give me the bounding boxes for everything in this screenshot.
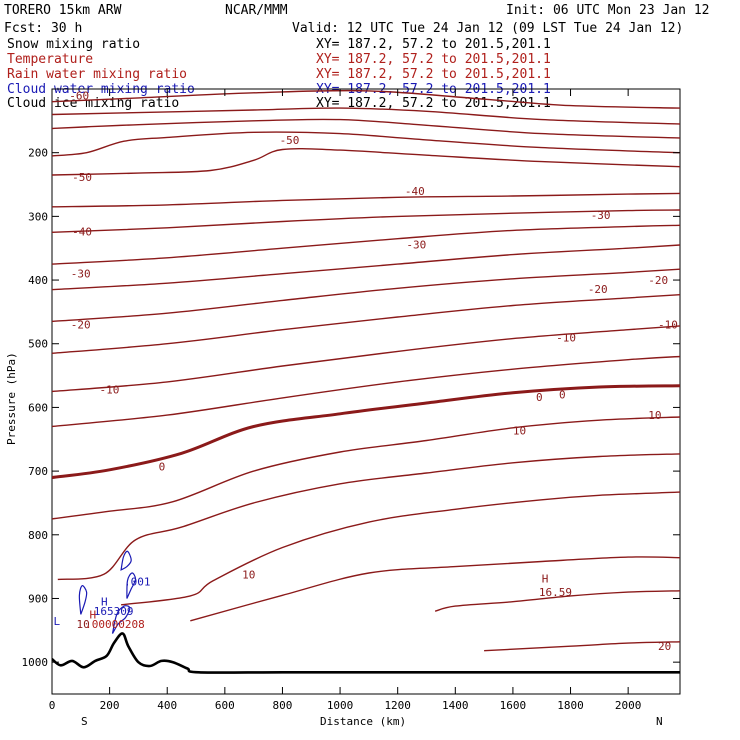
y-tick-label-700: 700 xyxy=(28,465,48,478)
contour-label-1: -50 xyxy=(280,134,300,147)
contour-label-5: -30 xyxy=(406,238,426,251)
contour-label-11: -10 xyxy=(556,331,576,344)
x-tick-label-0: 0 xyxy=(49,699,56,712)
legend-name-snow: Snow mixing ratio xyxy=(7,37,140,52)
axes: 0 200 400 600 800 1000 1200 1400 1600 1800 2000200… xyxy=(22,89,680,712)
plot-frame xyxy=(51,88,681,695)
x-tick-label-600: 600 xyxy=(215,699,235,712)
temperature-contour-m60-2 xyxy=(52,118,680,139)
legend-section-temperature: XY= 187.2, 57.2 to 201.5,201.1 xyxy=(316,52,551,67)
temperature-contour-m20-10 xyxy=(52,294,680,354)
contour-label-18: 10 xyxy=(648,409,661,422)
contour-label-21: 20 xyxy=(658,640,671,653)
x-tick-label-800: 800 xyxy=(273,699,293,712)
temperature-contour-m20-9 xyxy=(52,268,680,323)
contour-label-layer: -60 -50 -50 -40 -40 -30 -30 -30 -20 -20 -20 -10 -10 -… xyxy=(53,89,677,653)
y-axis-title: Pressure (hPa) xyxy=(5,352,18,445)
x-tick-label-200: 200 xyxy=(100,699,120,712)
legend-section-snow: XY= 187.2, 57.2 to 201.5,201.1 xyxy=(316,37,551,52)
contour-label-3: -40 xyxy=(405,185,425,198)
y-tick-label-300: 300 xyxy=(28,210,48,223)
init-time: Init: 06 UTC Mon 23 Jan 12 xyxy=(506,3,710,18)
cloud-water-contour-2 xyxy=(126,572,137,599)
x-tick-label-2000: 2000 xyxy=(615,699,642,712)
temperature-contour-20-19 xyxy=(484,641,680,652)
temperature-contour-m10-12 xyxy=(52,355,680,428)
extremum-annotation-6: .00000208 xyxy=(85,618,145,631)
temperature-contour-10-17 xyxy=(190,556,680,622)
y-tick-label-900: 900 xyxy=(28,592,48,605)
legend-name-cloud-ice: Cloud ice mixing ratio xyxy=(7,96,179,111)
contour-layer xyxy=(52,89,680,674)
temperature-contour-10-16 xyxy=(121,491,680,606)
x-tick-label-1000: 1000 xyxy=(327,699,354,712)
temperature-contour-0-13 xyxy=(52,384,680,479)
org-title: NCAR/MMM xyxy=(225,3,288,18)
extremum-annotation-0: H xyxy=(542,573,549,586)
contour-label-2: -50 xyxy=(72,171,92,184)
end-label-right: N xyxy=(656,715,663,728)
contour-label-9: -20 xyxy=(648,274,668,287)
extremum-annotation-7: L xyxy=(53,615,60,628)
y-tick-label-200: 200 xyxy=(28,147,48,160)
terrain-line xyxy=(52,632,680,674)
contour-label-13: -10 xyxy=(100,384,120,397)
temperature-contour-m40-5 xyxy=(52,192,680,208)
y-tick-label-400: 400 xyxy=(28,274,48,287)
y-tick-label-500: 500 xyxy=(28,338,48,351)
end-label-left: S xyxy=(81,715,88,728)
legend-name-temperature: Temperature xyxy=(7,52,93,67)
legend-section-rain: XY= 187.2, 57.2 to 201.5,201.1 xyxy=(316,67,551,82)
contour-label-6: -30 xyxy=(591,209,611,222)
cloud-water-contour-0 xyxy=(78,585,88,615)
temperature-contour-10-14 xyxy=(52,416,680,520)
temperature-contour-m30-8 xyxy=(52,244,680,291)
legend-name-rain: Rain water mixing ratio xyxy=(7,67,187,82)
y-tick-label-1000: 1000 xyxy=(22,656,49,669)
contour-label-12: -10 xyxy=(658,319,678,332)
extremum-annotation-5: H xyxy=(89,608,96,621)
x-tick-label-1400: 1400 xyxy=(442,699,469,712)
contour-label-8: -20 xyxy=(588,283,608,296)
contour-label-14: 0 xyxy=(159,461,166,474)
x-tick-label-400: 400 xyxy=(157,699,177,712)
contour-label-4: -40 xyxy=(72,226,92,239)
temperature-contour-m60-3 xyxy=(52,131,680,157)
contour-label-15: 0 xyxy=(536,391,543,404)
forecast-hour: Fcst: 30 h xyxy=(4,21,82,36)
cloud-water-contour-1 xyxy=(120,550,132,571)
temperature-contour-m40-6 xyxy=(52,209,680,233)
x-tick-label-1800: 1800 xyxy=(557,699,584,712)
temperature-contour-16_59-18 xyxy=(434,590,680,612)
x-tick-label-1200: 1200 xyxy=(384,699,411,712)
contour-label-0: -60 xyxy=(69,89,89,102)
contour-label-17: 10 xyxy=(513,424,526,437)
extremum-annotation-2: H xyxy=(101,596,108,609)
temperature-contour-m50-4 xyxy=(52,148,680,176)
temperature-contour-m60-1 xyxy=(52,107,680,125)
temperature-contour-10-15 xyxy=(57,453,680,581)
model-title: TORERO 15km ARW xyxy=(4,3,122,18)
valid-time: Valid: 12 UTC Tue 24 Jan 12 (09 LST Tue … xyxy=(292,21,683,36)
temperature-contour-m10-11 xyxy=(52,325,680,393)
contour-label-19: 10 xyxy=(242,568,255,581)
extremum-annotation-4: .001 xyxy=(124,575,150,588)
y-tick-label-800: 800 xyxy=(28,529,48,542)
x-tick-label-1600: 1600 xyxy=(500,699,527,712)
temperature-contour-m60-0 xyxy=(52,89,680,109)
extremum-annotation-3: 165309 xyxy=(94,605,134,618)
cloud-water-contour-3 xyxy=(111,605,131,634)
contour-label-16: 0 xyxy=(559,389,566,402)
contour-label-20: 10 xyxy=(76,618,89,631)
temperature-contour-m30-7 xyxy=(52,224,680,265)
extremum-annotation-1: 16.59 xyxy=(539,586,572,599)
contour-label-10: -20 xyxy=(71,319,91,332)
x-axis-title: Distance (km) xyxy=(320,715,406,728)
contour-label-7: -30 xyxy=(71,268,91,281)
y-tick-label-600: 600 xyxy=(28,401,48,414)
